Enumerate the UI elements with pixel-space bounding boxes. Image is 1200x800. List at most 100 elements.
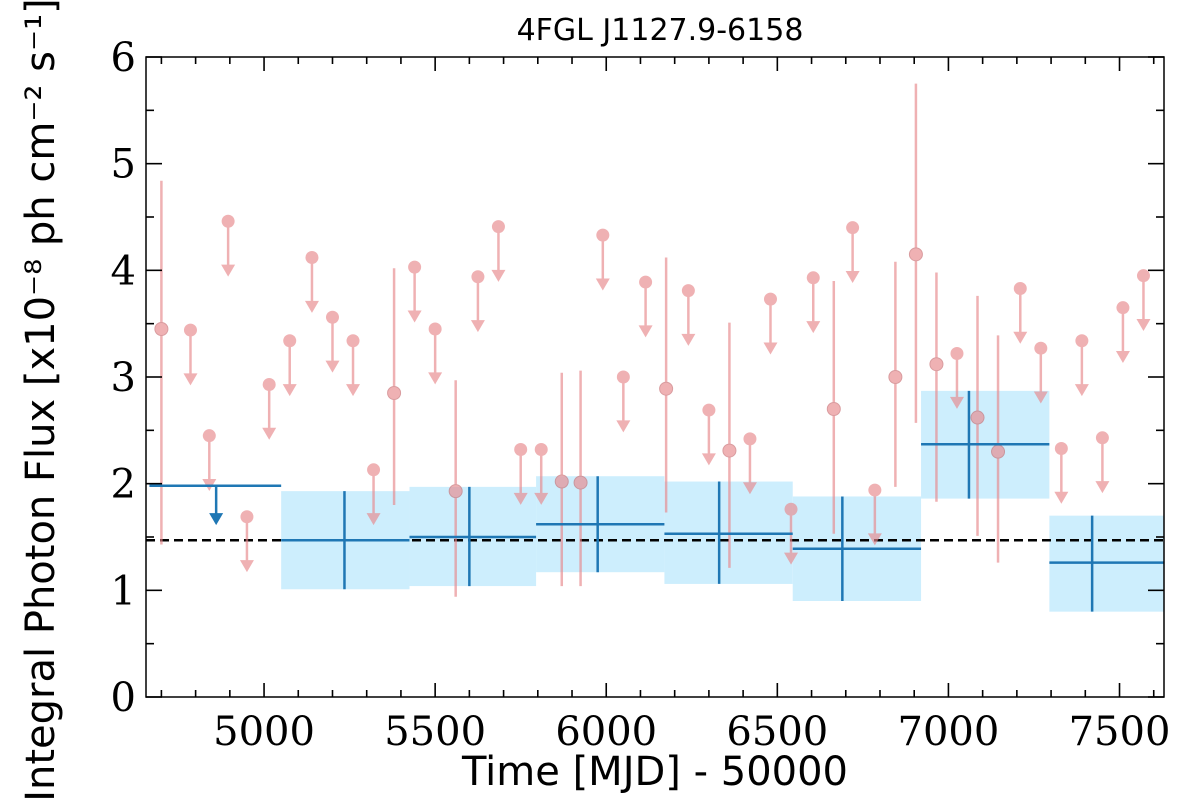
short-bin-marker bbox=[722, 443, 737, 458]
upper-limit-marker bbox=[471, 270, 485, 284]
short-bin-point bbox=[448, 380, 463, 597]
y-tick-label: 2 bbox=[111, 462, 136, 508]
upper-limit-arrowhead bbox=[806, 321, 821, 334]
upper-limit-marker bbox=[702, 403, 716, 417]
upper-limit-marker bbox=[868, 483, 882, 497]
short-bin-marker bbox=[554, 474, 569, 489]
short-bin-marker bbox=[573, 475, 588, 490]
short-bin-point bbox=[659, 257, 674, 513]
upper-limit-arrowhead bbox=[470, 320, 485, 333]
upper-limit-arrowhead bbox=[638, 325, 653, 338]
upper-limit-arrowhead bbox=[1115, 351, 1130, 363]
short-bin-upper-limit bbox=[1095, 431, 1110, 494]
short-bin-upper-limit bbox=[1013, 281, 1028, 344]
upper-limit-marker bbox=[743, 432, 757, 446]
upper-limit-arrowhead bbox=[304, 300, 319, 313]
long-bin-point bbox=[536, 476, 665, 573]
y-tick-labels: 0 1 2 3 4 5 6 bbox=[111, 35, 136, 721]
short-bin-point bbox=[154, 180, 169, 545]
short-bin-upper-limit bbox=[595, 228, 610, 291]
x-tick-label: 6000 bbox=[555, 709, 657, 755]
short-bin-upper-limit bbox=[239, 510, 254, 573]
short-bin-point bbox=[970, 295, 985, 536]
upper-limit-marker bbox=[1095, 431, 1109, 445]
upper-limit-arrowhead bbox=[742, 482, 757, 495]
x-tick-label: 5000 bbox=[213, 709, 315, 755]
upper-limit-arrowhead bbox=[346, 384, 361, 397]
short-bin-upper-limit bbox=[407, 260, 422, 323]
short-bin-upper-limit bbox=[763, 292, 778, 355]
short-bin-upper-limit bbox=[638, 275, 653, 338]
upper-limit-arrowhead bbox=[513, 492, 528, 505]
upper-limit-marker bbox=[367, 463, 381, 477]
short-bin-point bbox=[888, 261, 903, 487]
y-tick-label: 0 bbox=[111, 675, 136, 721]
short-bin-point bbox=[908, 83, 923, 423]
short-bin-point bbox=[554, 372, 569, 587]
long-bin-point bbox=[281, 491, 410, 590]
short-bin-point bbox=[387, 268, 402, 505]
y-tick-label: 4 bbox=[111, 248, 136, 294]
short-bin-point bbox=[991, 335, 1006, 563]
upper-limit-arrowhead bbox=[183, 373, 198, 386]
upper-limit-marker bbox=[305, 251, 319, 265]
short-bin-upper-limit bbox=[949, 347, 964, 409]
short-bin-upper-limit bbox=[282, 334, 297, 397]
plot-frame bbox=[145, 56, 1165, 698]
short-bin-upper-limit bbox=[428, 322, 443, 385]
short-bin-marker bbox=[826, 402, 841, 416]
upper-limit-marker bbox=[514, 443, 528, 457]
short-bin-upper-limit bbox=[806, 271, 821, 334]
short-bin-marker bbox=[387, 386, 402, 400]
upper-limit-marker bbox=[346, 334, 360, 348]
short-bin-marker bbox=[970, 410, 985, 425]
upper-limit-arrowhead bbox=[491, 269, 506, 282]
upper-limit-marker bbox=[806, 271, 820, 285]
upper-limit-marker bbox=[681, 284, 695, 298]
short-bin-upper-limit bbox=[1054, 441, 1069, 504]
y-tick-label: 6 bbox=[111, 35, 136, 81]
upper-limit-marker bbox=[1013, 281, 1027, 295]
x-tick-label: 7500 bbox=[1069, 709, 1171, 755]
short-bin-marker bbox=[448, 484, 463, 499]
plot-body bbox=[146, 83, 1164, 612]
upper-limit-marker bbox=[534, 443, 548, 457]
upper-limit-marker bbox=[408, 260, 422, 274]
short-bin-upper-limit bbox=[742, 432, 757, 495]
short-bin-marker bbox=[929, 357, 944, 372]
upper-limit-marker bbox=[491, 220, 505, 234]
upper-limit-marker bbox=[596, 228, 610, 242]
upper-limit-marker bbox=[1116, 301, 1130, 315]
upper-limit-marker bbox=[1034, 341, 1048, 355]
short-bin-upper-limit bbox=[867, 483, 882, 546]
upper-limit-arrowhead bbox=[1136, 319, 1151, 331]
short-bin-upper-limit bbox=[366, 463, 381, 526]
upper-limit-marker bbox=[221, 214, 235, 228]
short-bin-upper-limit bbox=[513, 443, 528, 505]
long-bin-ul-arrowhead bbox=[209, 513, 224, 526]
upper-limit-arrowhead bbox=[325, 360, 340, 373]
long-bin-point bbox=[409, 486, 537, 587]
short-bin-upper-limit bbox=[701, 403, 716, 466]
short-bin-marker bbox=[659, 381, 674, 396]
y-tick-label: 5 bbox=[111, 142, 136, 188]
upper-limit-marker bbox=[325, 310, 339, 324]
upper-limit-arrowhead bbox=[366, 513, 381, 526]
upper-limit-arrowhead bbox=[845, 271, 860, 283]
upper-limit-arrowhead bbox=[428, 372, 443, 385]
short-bin-upper-limit bbox=[183, 323, 198, 386]
upper-limit-marker bbox=[763, 292, 777, 306]
short-bin-upper-limit bbox=[262, 377, 277, 440]
upper-limit-arrowhead bbox=[1054, 491, 1069, 504]
upper-limit-arrowhead bbox=[784, 552, 799, 565]
upper-limit-arrowhead bbox=[282, 384, 297, 397]
long-bin-point bbox=[921, 390, 1050, 499]
upper-limit-marker bbox=[283, 334, 297, 348]
short-bin-upper-limit bbox=[784, 502, 799, 565]
upper-limit-arrowhead bbox=[1095, 481, 1110, 494]
x-tick-label: 7000 bbox=[898, 709, 1000, 755]
axis-ticks bbox=[146, 56, 1164, 698]
short-bin-upper-limit bbox=[1136, 269, 1151, 331]
upper-limit-marker bbox=[950, 347, 964, 361]
x-tick-label: 5500 bbox=[384, 709, 486, 755]
